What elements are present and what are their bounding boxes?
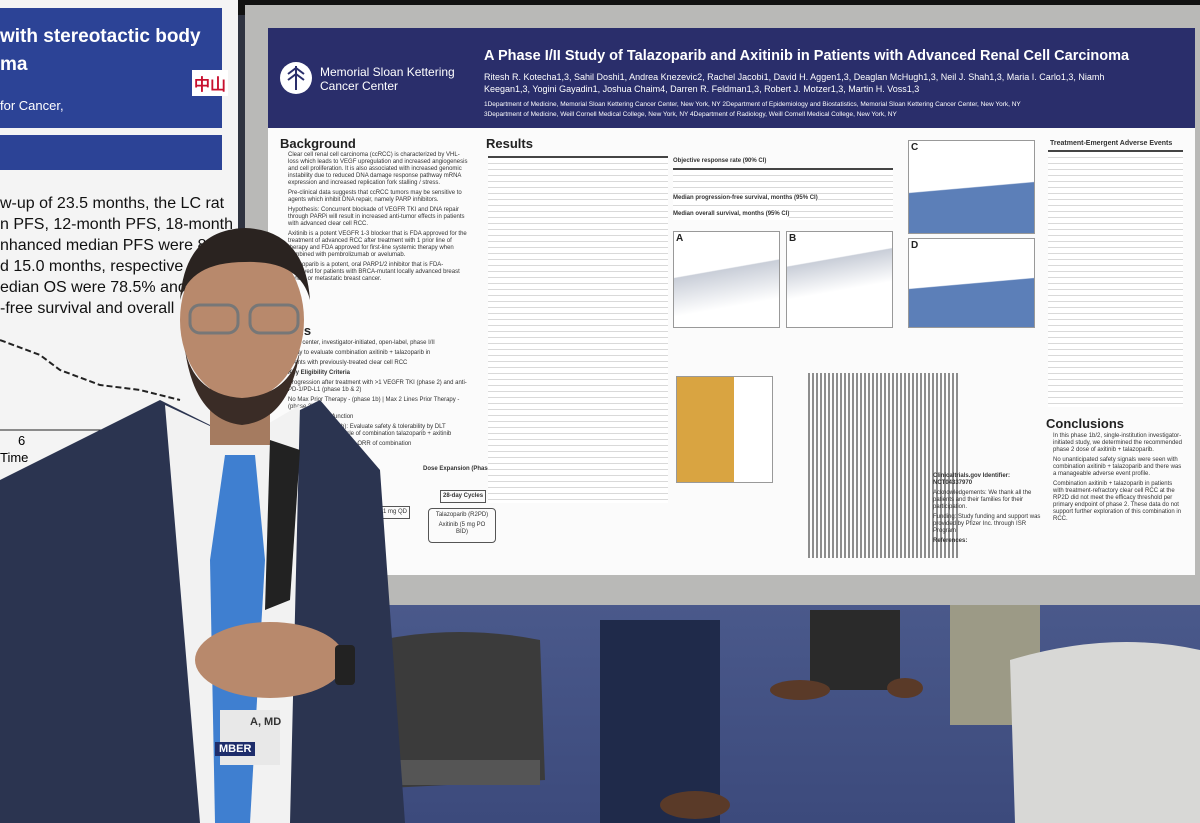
badge-name: A, MD xyxy=(250,716,282,728)
left-axis-label: Time xyxy=(0,450,29,465)
line: Primary Endpoint (1b): Evaluate safety &… xyxy=(288,424,452,437)
trial-id: Clinicaltrials.gov Identifier: NCT043379… xyxy=(933,473,1011,486)
background-people xyxy=(600,605,1040,823)
poster-header xyxy=(268,28,1195,128)
ae-table xyxy=(1048,150,1183,407)
panel-label: C xyxy=(911,142,919,153)
footer-text: Clinicaltrials.gov Identifier: NCT043379… xyxy=(933,473,1043,548)
funding: Funding: Study funding and support was p… xyxy=(933,514,1041,534)
conclusions-text: In this phase 1b/2, single-institution i… xyxy=(1053,433,1183,526)
table-header: Objective response rate (90% CI) xyxy=(673,158,767,164)
drug: Talazoparib (R2PD) xyxy=(435,512,489,518)
bullet: Pre-clinical data suggests that ccRCC tu… xyxy=(288,190,462,203)
section-heading: Background xyxy=(280,136,356,151)
schema-box: 28-day Cycles xyxy=(440,490,487,503)
km-plot xyxy=(786,231,893,328)
main-poster: Memorial Sloan Kettering Cancer Center A… xyxy=(268,28,1195,575)
left-band xyxy=(0,135,222,170)
left-header xyxy=(0,8,222,128)
chair-right xyxy=(1010,642,1200,823)
schema-box: Talazoparib (R2PD) Axitinib (5 mg PO BID… xyxy=(428,508,496,543)
left-logo: 中山 xyxy=(192,70,229,96)
line: No Max Prior Therapy - (phase 1b) | Max … xyxy=(288,397,460,410)
bullet: No unanticipated safety signals were see… xyxy=(1053,457,1182,477)
km-plot xyxy=(673,231,780,328)
affiliation: 1Department of Medicine, Memorial Sloan … xyxy=(484,101,1021,108)
section-heading: Conclusions xyxy=(1046,416,1125,431)
waterfall-plot xyxy=(908,140,1035,234)
references: References: xyxy=(933,538,968,544)
bullet: Axitinib is a potent VEGFR 1-3 blocker t… xyxy=(288,231,467,258)
left-text: w-up of 23.5 months, the LC rat xyxy=(0,195,225,212)
line: Progression after treatment with >1 VEGF… xyxy=(288,380,467,393)
table-header: Treatment-Emergent Adverse Events xyxy=(1050,140,1173,147)
oncoprint xyxy=(808,373,958,558)
bullet: Talazoparib is a potent, oral PARP1/2 in… xyxy=(288,262,460,282)
poster-title: A Phase I/II Study of Talazoparib and Ax… xyxy=(484,48,1130,64)
waterfall-plot xyxy=(908,238,1035,328)
left-header-sub: for Cancer, xyxy=(0,98,64,113)
institution: Memorial Sloan Kettering Cancer Center xyxy=(320,65,455,93)
demographics-table xyxy=(488,156,668,503)
msk-logo xyxy=(280,62,312,94)
acknowledgements: Acknowledgements: We thank all the patie… xyxy=(933,490,1032,510)
bullet: Combination axitinib + talazoparib in pa… xyxy=(1053,481,1182,522)
left-text: edian OS were 78.5% and xyxy=(0,279,187,296)
table-header: Median progression-free survival, months… xyxy=(673,195,818,202)
affiliation: 3Department of Medicine, Weill Cornell M… xyxy=(484,111,897,118)
left-axis-tick: 6 xyxy=(18,433,26,448)
background-text: Clear cell renal cell carcinoma (ccRCC) … xyxy=(288,152,468,286)
line: ingle center, investigator-initiated, op… xyxy=(288,340,435,346)
person xyxy=(0,228,405,823)
left-text: d 15.0 months, respective xyxy=(0,258,184,275)
bullet: Clear cell renal cell carcinoma (ccRCC) … xyxy=(288,152,468,186)
bullet: In this phase 1b/2, single-institution i… xyxy=(1053,433,1182,453)
schema-box: Dose Expansion (Phase 2) xyxy=(423,466,499,472)
bullet: Hypothesis: Concurrent blockade of VEGFR… xyxy=(288,207,465,227)
curve xyxy=(0,339,181,401)
drug: Axitinib (5 mg PO BID) xyxy=(438,522,486,535)
line: Key Eligibility Criteria xyxy=(288,370,351,376)
authors: Ritesh R. Kotecha1,3, Sahil Doshi1, Andr… xyxy=(484,72,1105,94)
panel-label: A xyxy=(676,233,684,244)
line: study to evaluate combination axitinib +… xyxy=(288,350,431,356)
table-header: Median overall survival, months (95% CI) xyxy=(673,211,790,218)
left-text: n PFS, 12-month PFS, 18-month xyxy=(0,216,233,233)
swimmer-plot xyxy=(676,376,773,483)
badge-role: MBER xyxy=(215,742,256,756)
section-heading: Results xyxy=(486,136,533,151)
left-header-line: with stereotactic body xyxy=(0,26,201,47)
left-header-line: ma xyxy=(0,54,28,75)
left-text: nhanced median PFS were 88.9% xyxy=(0,237,238,254)
left-text: -free survival and overall xyxy=(0,300,175,317)
panel-label: B xyxy=(789,233,797,244)
line: atients with previously-treated clear ce… xyxy=(288,360,408,366)
panel-label: D xyxy=(911,240,919,251)
